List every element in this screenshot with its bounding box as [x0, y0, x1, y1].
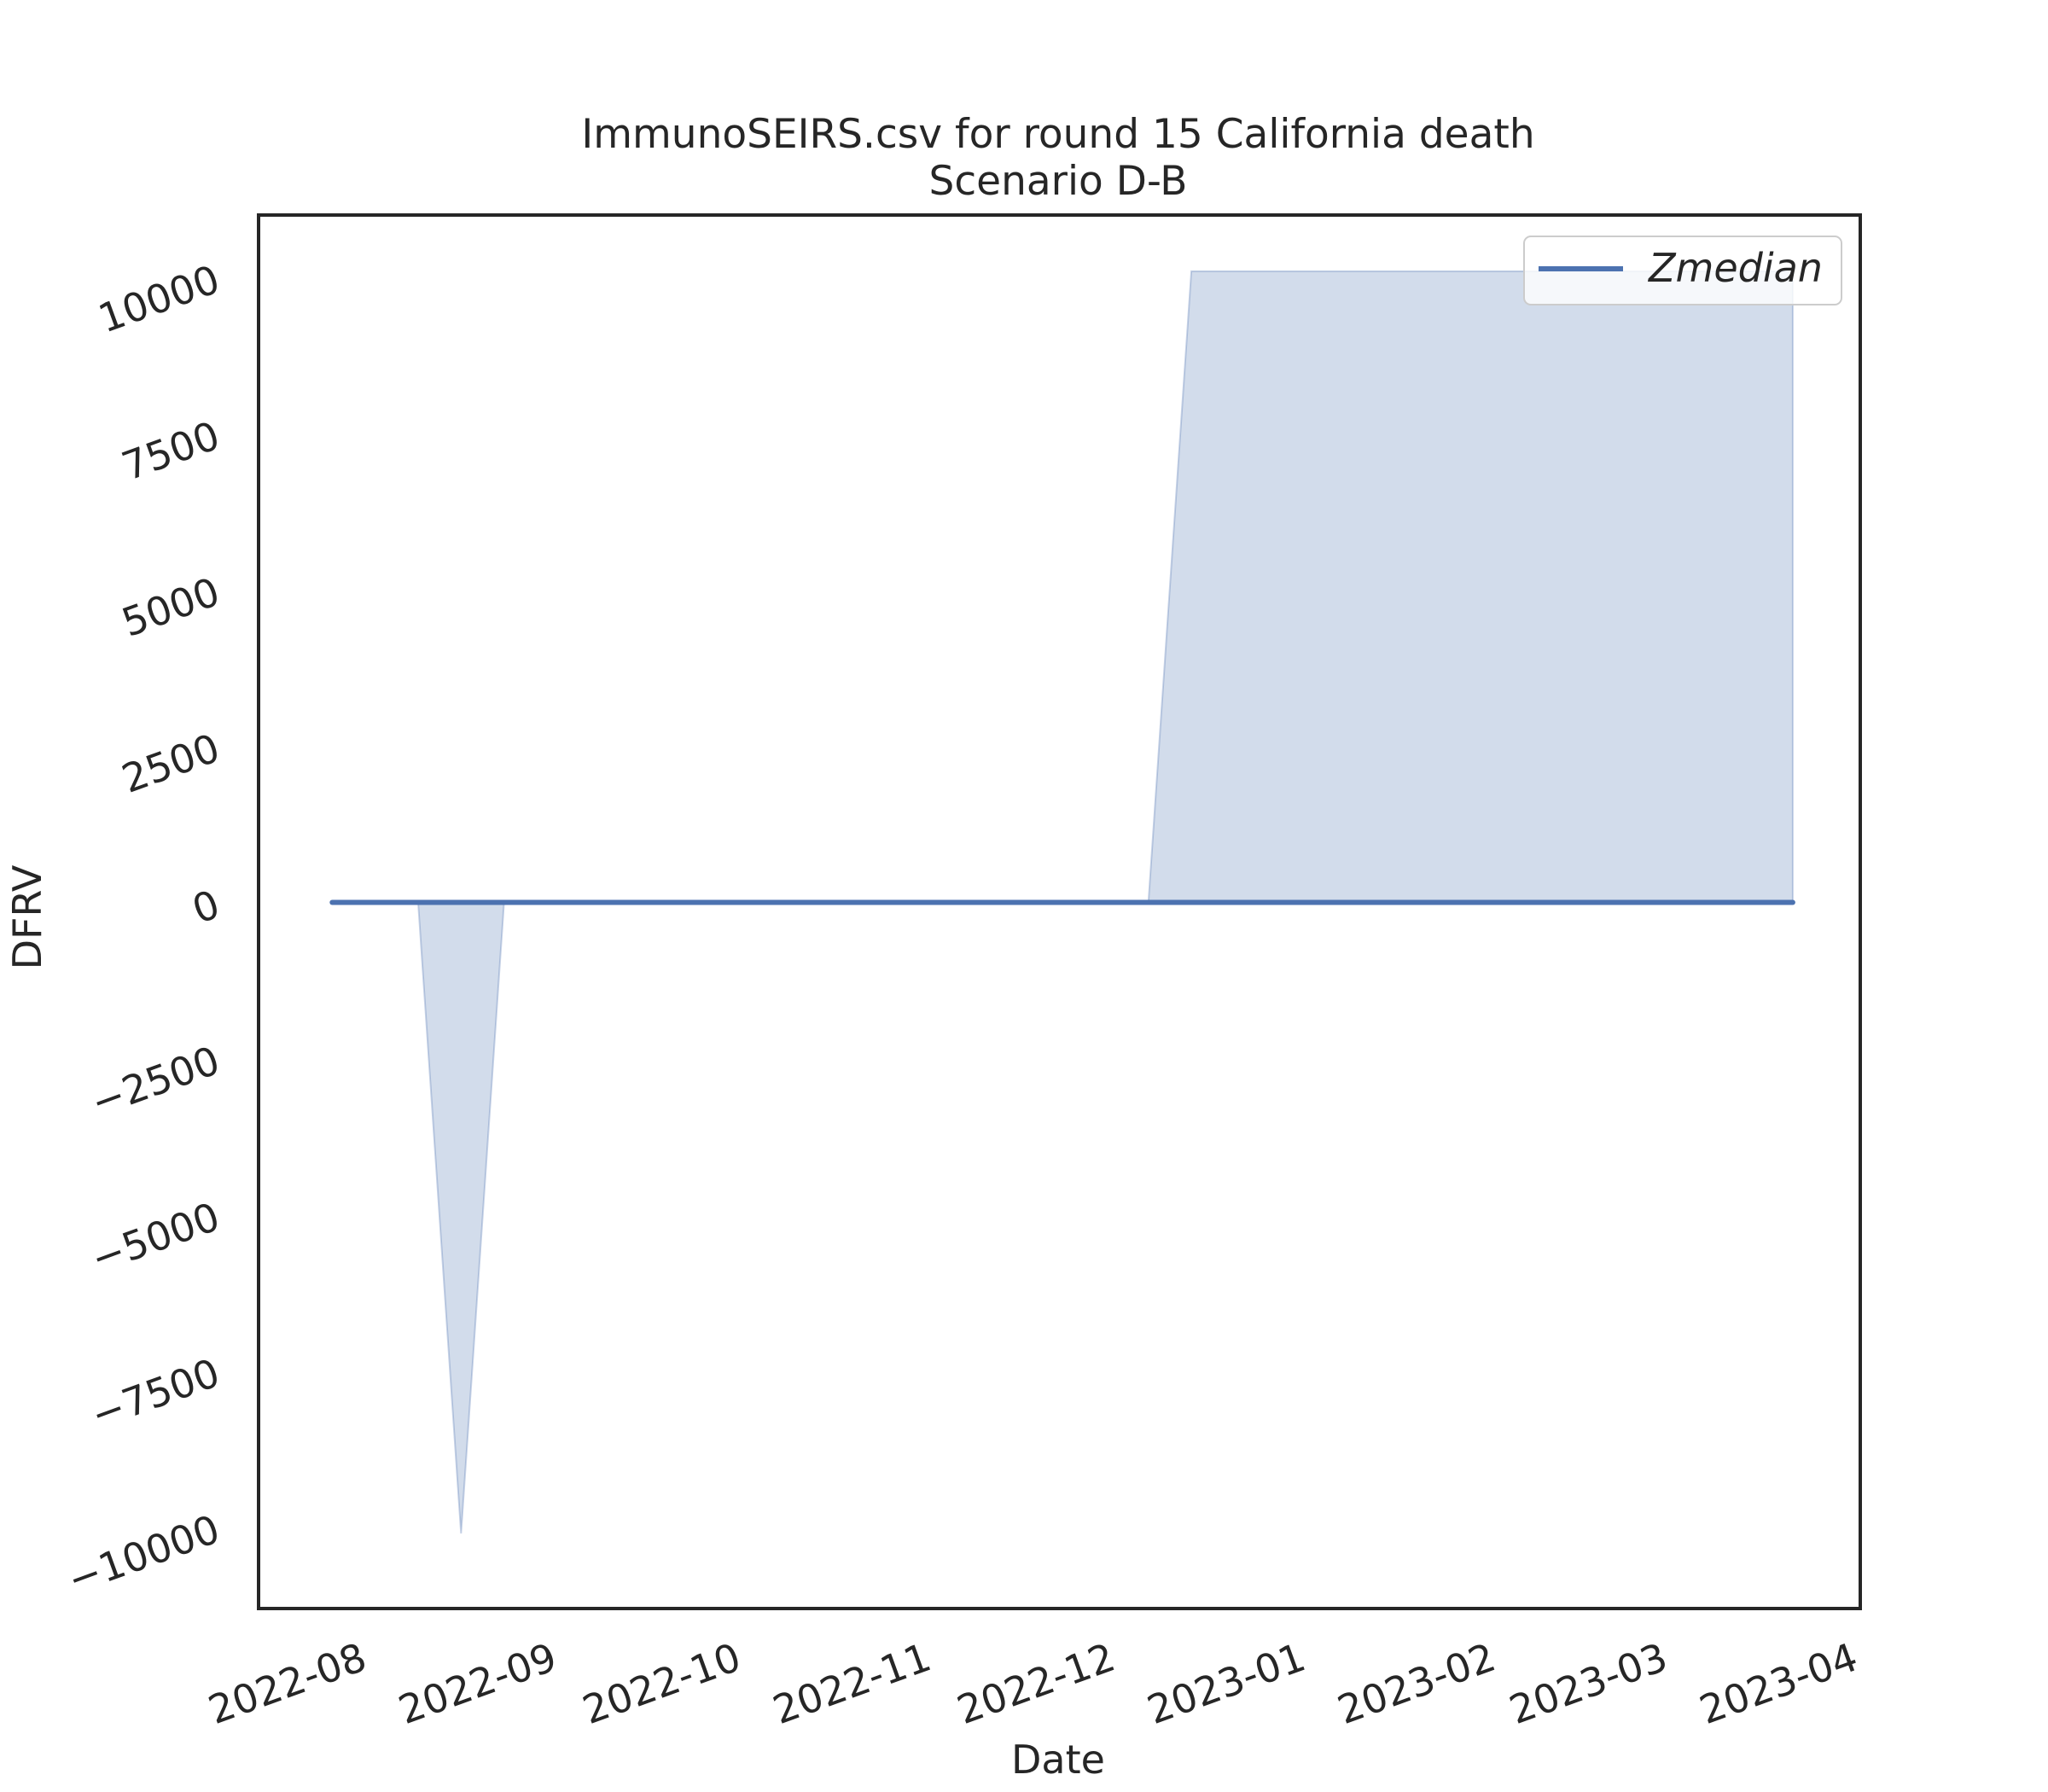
legend-label-zmedian: Zmedian — [1647, 245, 1823, 291]
x-axis-label: Date — [1011, 1737, 1105, 1783]
chart-title: ImmunoSEIRS.csv for round 15 California … — [581, 111, 1534, 158]
y-axis-label: DFRV — [4, 864, 50, 969]
legend-box — [1523, 236, 1842, 305]
plot-frame — [257, 213, 1862, 1610]
chart-subtitle: Scenario D-B — [929, 158, 1188, 205]
legend: Zmedian — [1523, 236, 1842, 305]
